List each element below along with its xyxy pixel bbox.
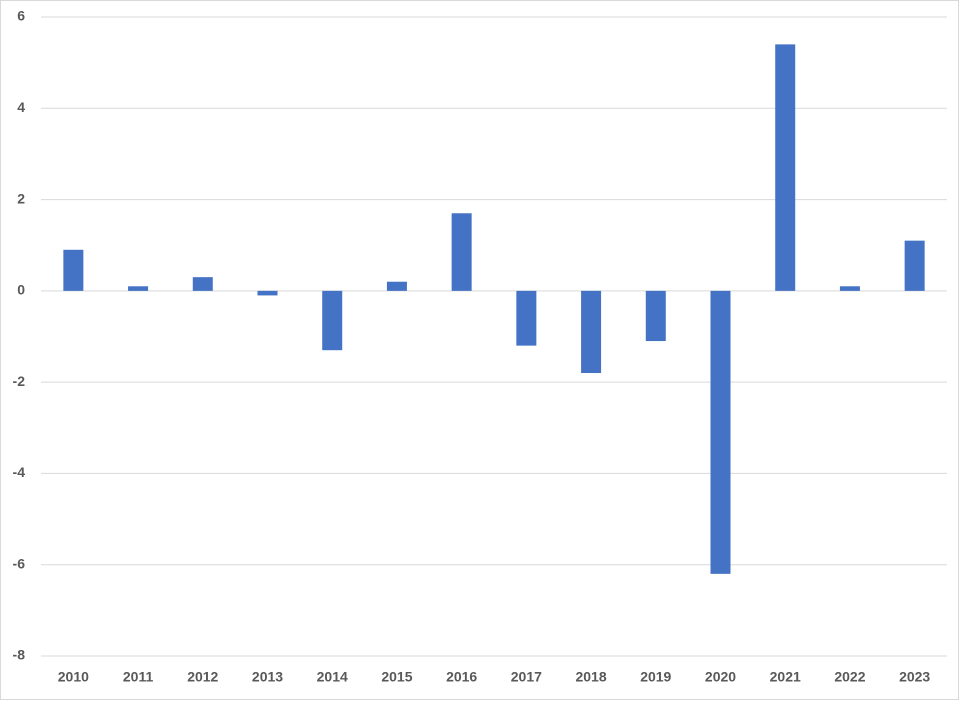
bar [516,290,537,346]
bar [322,290,343,351]
bar [710,290,731,574]
bar [257,290,278,296]
x-tick-label: 2010 [58,669,89,685]
y-tick-label: -8 [13,647,26,663]
bar [645,290,666,342]
bar [581,290,602,374]
y-tick-label: -4 [13,464,26,480]
x-tick-label: 2016 [446,669,477,685]
y-tick-label: -2 [13,373,26,389]
x-tick-label: 2018 [575,669,606,685]
x-tick-label: 2015 [381,669,412,685]
y-tick-label: -6 [13,555,26,571]
x-tick-label: 2020 [705,669,736,685]
x-tick-label: 2011 [123,669,154,685]
bar [128,286,149,291]
bar [386,281,407,291]
x-tick-label: 2014 [317,669,348,685]
y-tick-label: 4 [17,99,25,115]
bar [839,286,860,291]
y-tick-label: 6 [17,8,25,24]
y-tick-label: 2 [17,190,25,206]
bar [904,240,925,291]
bar [775,44,796,291]
x-tick-label: 2019 [640,669,671,685]
x-tick-label: 2013 [252,669,283,685]
x-tick-label: 2012 [187,669,218,685]
x-tick-label: 2022 [834,669,865,685]
y-tick-label: 0 [17,282,25,298]
bar [451,213,472,291]
x-tick-label: 2017 [511,669,542,685]
x-tick-label: 2023 [899,669,930,685]
x-tick-label: 2021 [770,669,801,685]
bar [63,249,84,291]
bar [192,277,213,291]
